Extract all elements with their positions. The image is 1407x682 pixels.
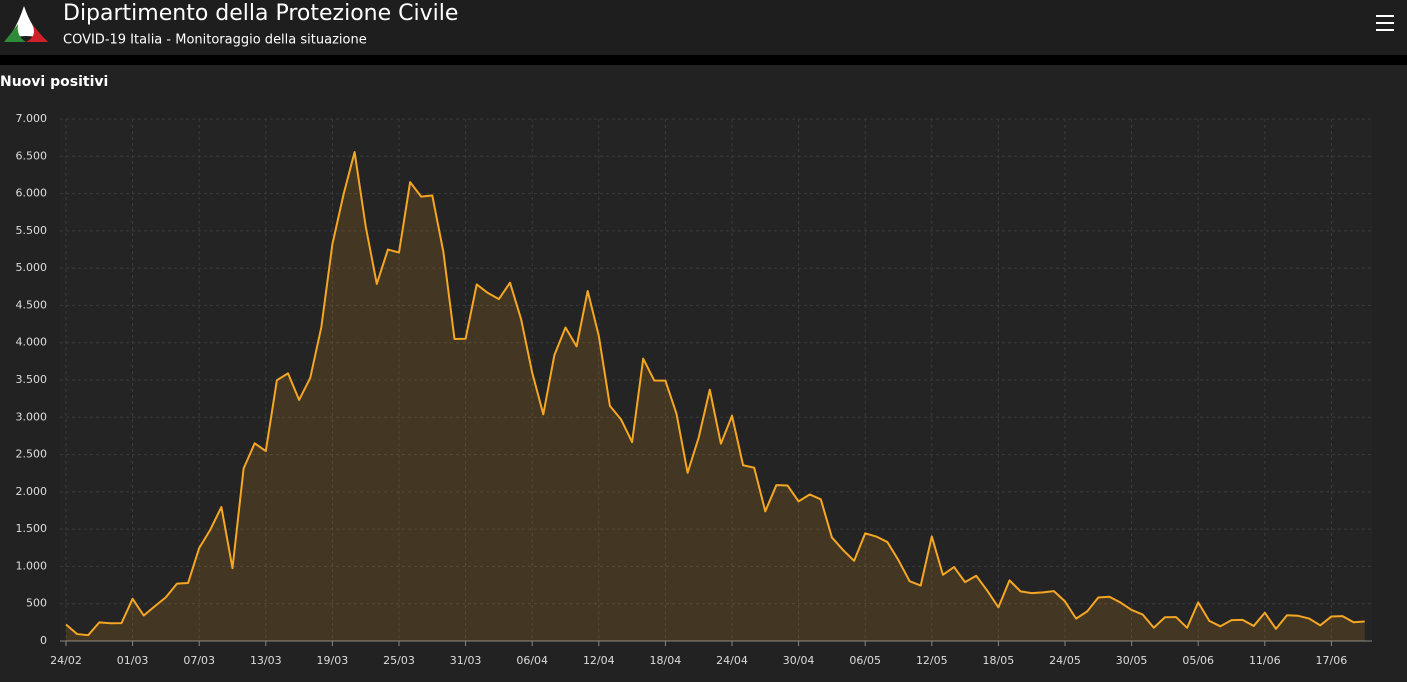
- x-tick-label: 25/03: [383, 654, 415, 667]
- y-tick-label: 6.000: [16, 187, 48, 200]
- y-tick-label: 500: [26, 597, 47, 610]
- area: [66, 152, 1365, 641]
- y-tick-label: 1.500: [16, 522, 48, 535]
- x-tick-label: 30/04: [783, 654, 815, 667]
- logo: [4, 6, 48, 42]
- y-tick-label: 0: [40, 634, 47, 647]
- x-tick-label: 24/02: [50, 654, 82, 667]
- x-tick-label: 18/05: [983, 654, 1015, 667]
- menu-button[interactable]: [1376, 15, 1394, 31]
- y-tick-label: 6.500: [16, 149, 48, 162]
- y-tick-label: 4.000: [16, 336, 48, 349]
- line: [65, 151, 1365, 637]
- x-tick-label: 12/04: [583, 654, 615, 667]
- y-tick-label: 3.000: [16, 410, 48, 423]
- x-tick-label: 11/06: [1249, 654, 1281, 667]
- header-divider: [0, 55, 1407, 65]
- header-bar: [0, 0, 1407, 55]
- y-tick-label: 2.000: [16, 485, 48, 498]
- y-tick-label: 5.000: [16, 261, 48, 274]
- plot: 0 500 1.000 1.500 2.000 2.500 3.000 3.500 4.000 4…: [16, 112, 1372, 667]
- x-tick-label: 30/05: [1116, 654, 1148, 667]
- x-tick-label: 17/06: [1316, 654, 1348, 667]
- x-tick-label: 24/04: [716, 654, 748, 667]
- x-tick-label: 19/03: [317, 654, 349, 667]
- chart-title: Nuovi positivi: [0, 74, 108, 90]
- x-tick-label: 06/05: [849, 654, 881, 667]
- x-tick-label: 31/03: [450, 654, 482, 667]
- x-tick-label: 01/03: [117, 654, 149, 667]
- x-tick-label: 07/03: [183, 654, 215, 667]
- y-tick-label: 4.500: [16, 298, 48, 311]
- x-tick-label: 13/03: [250, 654, 282, 667]
- y-tick-label: 5.500: [16, 224, 48, 237]
- y-tick-label: 2.500: [16, 448, 48, 461]
- y-tick-label: 7.000: [16, 112, 48, 125]
- x-tick-label: 18/04: [650, 654, 682, 667]
- header-subtitle: COVID-19 Italia - Monitoraggio della sit…: [63, 33, 367, 48]
- x-tick-label: 05/06: [1182, 654, 1214, 667]
- header-title: Dipartimento della Protezione Civile: [63, 1, 458, 26]
- y-tick-label: 1.000: [16, 559, 48, 572]
- x-tick-label: 06/04: [516, 654, 548, 667]
- x-tick-label: 12/05: [916, 654, 948, 667]
- y-tick-label: 3.500: [16, 373, 48, 386]
- x-tick-label: 24/05: [1049, 654, 1081, 667]
